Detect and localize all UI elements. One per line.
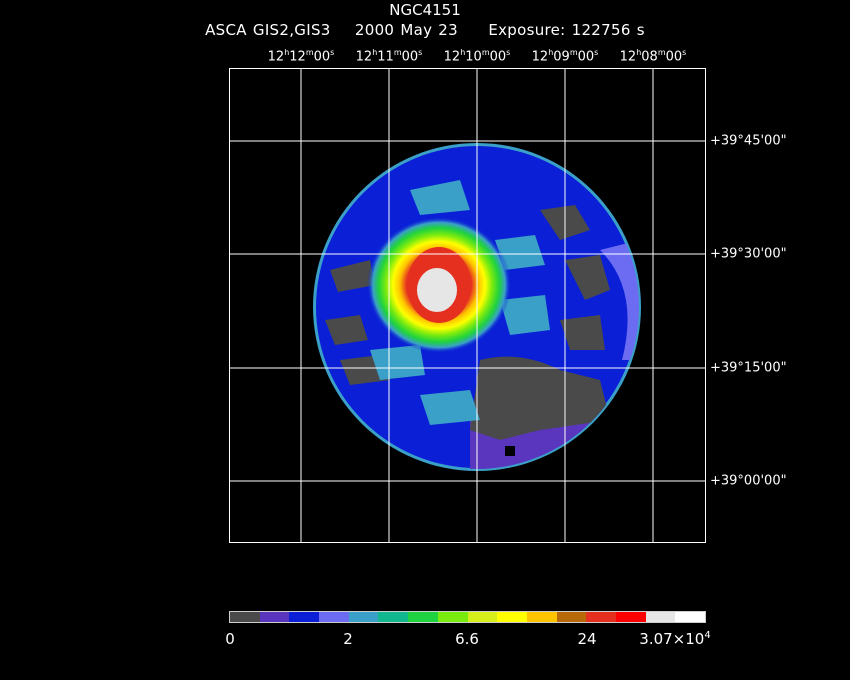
plot-frame [229,68,706,543]
observation-subtitle: ASCA GIS2,GIS3 2000 May 23 Exposure: 122… [0,21,850,39]
exposure-label: Exposure: 122756 s [488,21,645,39]
source-core-peak [417,268,457,312]
dec-tick-label: +39°00'00" [710,473,787,489]
instrument-label: ASCA GIS2,GIS3 [205,21,331,39]
colorbar-swatch [586,612,616,622]
colorbar-swatch [408,612,438,622]
ra-tick-label: 12h08m00s [619,48,687,65]
colorbar-swatch [437,612,468,622]
colorbar-swatch [378,612,409,622]
colorbar-swatch [259,612,290,622]
colorbar-label: 0 [225,630,235,648]
ra-tick-label: 12h12m00s [267,48,335,65]
ra-tick-label: 12h11m00s [355,48,423,65]
colorbar-swatch [319,612,349,622]
colorbar-swatch [230,612,260,622]
colorbar-swatch [645,612,676,622]
colorbar-swatch [289,612,320,622]
colorbar-swatch [348,612,379,622]
observation-date: 2000 May 23 [354,21,458,39]
colorbar-swatch [497,612,527,622]
colorbar-label: 24 [577,630,597,648]
ra-tick-label: 12h10m00s [443,48,511,65]
colorbar-label: 6.6 [455,630,479,648]
object-title: NGC4151 [389,1,461,19]
dec-tick-label: +39°15'00" [710,360,787,376]
colorbar-swatch [526,612,557,622]
colorbar [229,611,706,623]
colorbar-label: 2 [343,630,353,648]
colorbar-swatch [675,612,705,622]
coordinate-grid [229,68,706,543]
colorbar-swatch [467,612,498,622]
colorbar-label-max: 3.07×104 [639,630,711,648]
ra-tick-label: 12h09m00s [531,48,599,65]
dec-tick-label: +39°45'00" [710,133,787,149]
colorbar-swatch [556,612,587,622]
dec-tick-label: +39°30'00" [710,246,787,262]
colorbar-swatch [615,612,646,622]
